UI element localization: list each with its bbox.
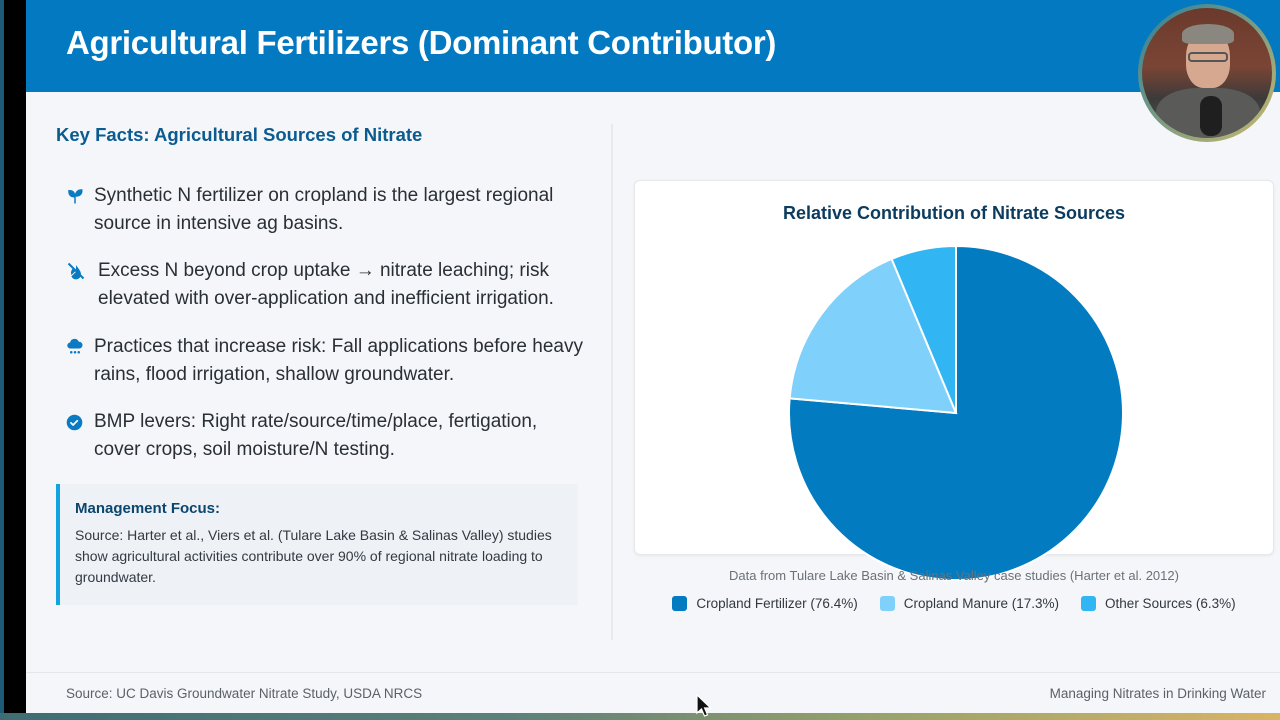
fact-text: Practices that increase risk: Fall appli… bbox=[94, 336, 583, 385]
footer-title: Managing Nitrates in Drinking Water bbox=[1049, 686, 1266, 701]
key-facts-title: Key Facts: Agricultural Sources of Nitra… bbox=[56, 124, 423, 145]
fact-item: Excess N beyond crop uptake → nitrate le… bbox=[66, 257, 586, 313]
pie-slice-other-sources[interactable] bbox=[890, 244, 957, 414]
presenter-hair bbox=[1182, 24, 1234, 44]
legend-swatch bbox=[672, 596, 688, 611]
pie-slice-cropland-manure[interactable] bbox=[788, 257, 958, 415]
fact-text: BMP levers: Right rate/source/time/place… bbox=[94, 411, 538, 460]
mouse-cursor-icon bbox=[696, 694, 712, 717]
slide: Agricultural Fertilizers (Dominant Contr… bbox=[26, 0, 1280, 713]
legend-swatch bbox=[879, 596, 895, 611]
presenter-avatar bbox=[1142, 8, 1272, 138]
water-slash-icon bbox=[66, 257, 98, 283]
legend-swatch bbox=[1081, 596, 1097, 611]
legend-label: Cropland Manure (17.3%) bbox=[903, 596, 1060, 611]
slide-title: Agricultural Fertilizers (Dominant Contr… bbox=[66, 24, 777, 61]
legend-item-manure[interactable]: Cropland Manure (17.3%) bbox=[879, 596, 1060, 611]
footer-divider bbox=[26, 672, 1280, 673]
window-frame-bottom bbox=[0, 713, 1280, 720]
presenter-glasses bbox=[1188, 52, 1228, 62]
check-circle-icon bbox=[66, 408, 94, 434]
fact-item: Synthetic N fertilizer on cropland is th… bbox=[66, 182, 586, 238]
window-frame-left bbox=[0, 0, 26, 720]
seedling-icon bbox=[66, 182, 94, 208]
management-focus-text: Source: Harter et al., Viers et al. (Tul… bbox=[75, 527, 552, 585]
legend-label: Cropland Fertilizer (76.4%) bbox=[696, 596, 858, 611]
fact-text: Synthetic N fertilizer on cropland is th… bbox=[94, 185, 554, 234]
column-divider bbox=[611, 124, 613, 640]
key-facts-column: Key Facts: Agricultural Sources of Nitra… bbox=[56, 124, 586, 146]
presenter-video bbox=[1138, 4, 1276, 142]
cloud-rain-icon bbox=[66, 333, 94, 359]
legend-label: Other Sources (6.3%) bbox=[1105, 596, 1236, 611]
management-focus-callout: Management Focus: Source: Harter et al.,… bbox=[56, 484, 578, 605]
chart-title: Relative Contribution of Nitrate Sources bbox=[782, 203, 1126, 223]
microphone bbox=[1200, 96, 1222, 136]
fact-item: BMP levers: Right rate/source/time/place… bbox=[66, 408, 586, 464]
footer-source: Source: UC Davis Groundwater Nitrate Stu… bbox=[66, 686, 423, 701]
chart-caption: Data from Tulare Lake Basin & Salinas Va… bbox=[729, 568, 1179, 583]
legend-item-other[interactable]: Other Sources (6.3%) bbox=[1081, 596, 1236, 611]
fact-item: Practices that increase risk: Fall appli… bbox=[66, 333, 586, 389]
management-focus-title: Management Focus: bbox=[75, 500, 221, 517]
pie-slice-cropland-fertilizer[interactable] bbox=[788, 244, 1124, 581]
pie-chart bbox=[788, 244, 1124, 581]
fact-text: Excess N beyond crop uptake → nitrate le… bbox=[98, 260, 554, 309]
slide-header: Agricultural Fertilizers (Dominant Contr… bbox=[26, 0, 1280, 92]
legend-item-fertilizer[interactable]: Cropland Fertilizer (76.4%) bbox=[672, 596, 858, 611]
frame-edge bbox=[0, 0, 4, 720]
chart-legend: Cropland Fertilizer (76.4%) Cropland Man… bbox=[634, 596, 1274, 611]
